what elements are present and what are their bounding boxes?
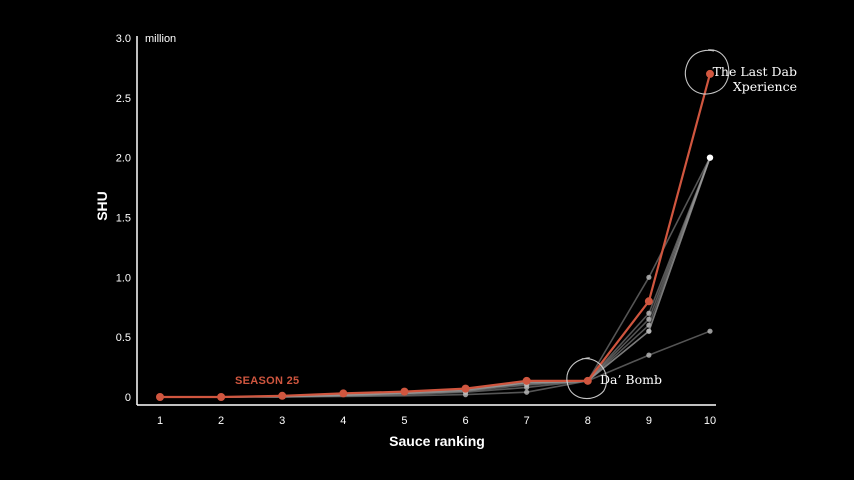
x-tick-label: 1: [157, 415, 163, 427]
x-tick-label: 8: [585, 415, 591, 427]
y-tick-label: 1.5: [116, 213, 131, 225]
season-series-point: [706, 154, 714, 161]
y-tick-label: 2.0: [116, 153, 131, 165]
x-tick-label: 10: [704, 415, 716, 427]
annotation-text: The Last Dab: [713, 64, 797, 79]
y-tick-label: 0: [125, 392, 131, 404]
x-tick-label: 3: [279, 415, 285, 427]
season-series-point: [646, 328, 652, 334]
annotation-text: Da’ Bomb: [600, 372, 662, 387]
x-tick-label: 5: [401, 415, 407, 427]
season-25-point: [339, 389, 348, 398]
season-series-point: [707, 328, 713, 334]
season-25-point: [217, 393, 226, 401]
x-tick-label: 7: [524, 415, 530, 427]
y-unit-label: million: [145, 33, 176, 45]
y-tick-labels: 0 0.5 1.0 1.5 2.0 2.5 3.0: [116, 33, 131, 404]
season-25-point: [522, 376, 531, 385]
y-tick-label: 2.5: [116, 93, 131, 105]
x-tick-label: 6: [462, 415, 468, 427]
season-series-point: [462, 392, 469, 398]
x-tick-label: 9: [646, 415, 652, 427]
season-series-point: [646, 352, 652, 358]
season-25-point: [583, 376, 592, 385]
season-25-series-line: [160, 73, 712, 399]
season-25-point: [644, 297, 653, 306]
annotation-circle: [684, 49, 730, 95]
y-axis-title: SHU: [94, 191, 110, 221]
y-tick-label: 3.0: [116, 33, 131, 45]
season-series-point: [524, 389, 530, 395]
annotation-text: Xperience: [733, 79, 797, 94]
season-25-point: [461, 384, 470, 393]
x-tick-label: 2: [218, 415, 224, 427]
season-25-point: [278, 391, 287, 400]
annotation-circle: [566, 357, 608, 399]
season-25-label: SEASON 25: [235, 375, 299, 387]
season-series-point: [524, 384, 530, 391]
season-25-line: [156, 69, 714, 401]
season-25-point: [400, 387, 409, 396]
x-axis-title: Sauce ranking: [389, 433, 485, 449]
x-tick-label: 4: [340, 415, 346, 427]
season-25-point: [156, 393, 164, 401]
x-tick-labels: 1 2 3 4 5 6 7 8 9 10: [157, 415, 716, 427]
season-series-point: [646, 274, 652, 280]
y-tick-label: 1.0: [116, 272, 131, 284]
y-tick-label: 0.5: [116, 332, 131, 344]
season-25-point: [706, 69, 714, 78]
